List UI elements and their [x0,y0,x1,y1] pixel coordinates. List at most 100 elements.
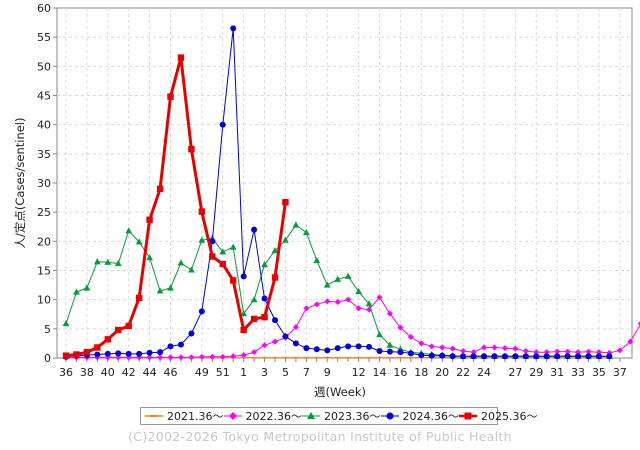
data-point [460,348,467,354]
data-point [272,356,278,359]
legend-swatch-2023 [302,411,320,421]
data-point [554,353,561,360]
grid-lines [57,8,632,358]
data-point [261,295,268,302]
data-point [251,226,258,233]
data-point [125,227,133,234]
data-point [302,228,310,236]
data-point [94,351,101,358]
data-point [177,259,185,266]
data-point [355,305,362,312]
data-point [397,324,404,331]
data-point [355,287,362,295]
data-point [606,353,613,360]
y-tick-label: 5 [44,323,51,336]
data-point [115,350,122,357]
data-point [261,313,268,321]
data-point [272,338,278,345]
data-point [345,356,352,359]
data-point [355,343,362,350]
data-point [407,356,414,359]
y-tick-label: 60 [37,2,51,15]
data-point [177,341,184,348]
x-tick-label: 27 [508,366,522,379]
data-point [376,294,383,301]
data-point [271,274,279,281]
data-point [250,315,258,323]
data-point [261,261,268,268]
data-point [198,236,206,243]
y-tick-label: 50 [37,60,51,73]
data-point [449,353,456,360]
data-point [156,287,164,294]
data-point [323,281,331,288]
y-tick-label: 45 [37,90,51,103]
data-point [104,258,112,265]
data-point [115,326,122,334]
data-point [575,353,582,360]
data-point [261,342,268,349]
x-tick-label: 51 [216,366,230,379]
data-point [209,353,216,360]
data-point [146,354,153,361]
data-point [365,300,373,307]
x-tick-label: 31 [550,366,564,379]
data-point [188,330,195,337]
x-tick-label: 40 [101,366,115,379]
data-point [324,356,331,359]
legend-item-2024: 2024.36～ [380,408,459,424]
legend-label-2025: 2025.36～ [481,410,538,423]
x-tick-label: 24 [477,366,491,379]
data-point [313,301,320,308]
data-point [585,348,592,355]
data-point [292,356,299,359]
data-point [188,145,195,153]
legend-swatch-2025 [459,411,477,421]
data-point [240,273,247,280]
data-point [135,294,143,302]
data-point [62,352,70,359]
data-point [449,345,456,352]
data-point [114,259,122,267]
data-point [491,353,498,360]
data-point [334,299,341,305]
data-point [324,347,331,354]
x-tick-label: 22 [456,366,470,379]
data-point [345,343,352,350]
data-point [522,348,529,354]
data-point [146,254,153,261]
data-point [219,353,226,360]
data-point [313,256,321,264]
data-point [240,310,248,317]
data-point [198,208,206,215]
data-point [355,356,362,359]
data-point [491,344,498,351]
y-tick-label: 55 [37,31,51,44]
y-tick-label: 35 [37,148,51,161]
data-point [303,305,310,312]
data-point [282,236,289,243]
data-point [303,345,310,352]
data-point [376,356,383,359]
data-point [230,353,237,360]
data-point [376,331,383,338]
data-point [157,354,164,361]
data-point [564,348,571,355]
series-lines [62,25,640,361]
y-tick-label: 15 [37,265,51,278]
data-point [345,296,352,303]
data-point [167,284,174,291]
data-point [334,345,341,352]
data-point [585,353,592,360]
data-point [407,350,414,357]
data-point [386,310,393,317]
data-point [481,344,487,351]
data-point [512,345,519,352]
data-point [303,356,310,359]
y-tick-label: 10 [37,294,51,307]
data-point [554,348,561,355]
legend-item-2021: 2021.36～ [145,408,224,424]
series-2022 [63,294,640,361]
x-tick-label: 18 [414,366,428,379]
